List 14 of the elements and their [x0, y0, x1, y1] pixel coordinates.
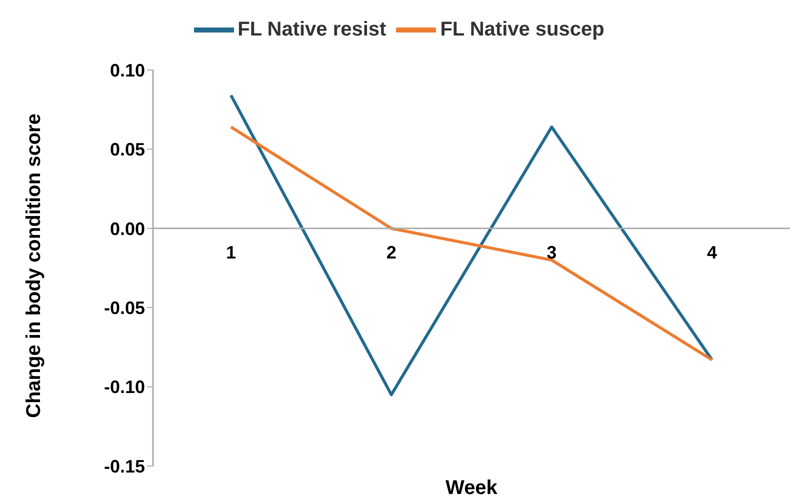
y-tick-label: 0.10	[110, 60, 145, 80]
y-axis-title: Change in body condition score	[23, 114, 46, 418]
y-tick-label: 0.05	[110, 140, 145, 160]
x-tick-label: 3	[546, 242, 557, 262]
x-axis-title: Week	[446, 477, 498, 496]
y-tick-label: 0.00	[110, 218, 145, 239]
y-tick-label: -0.05	[104, 298, 145, 318]
x-tick-label: 1	[226, 242, 236, 262]
y-tick-label: -0.15	[104, 456, 145, 476]
legend-label: FL Native suscep	[440, 18, 604, 40]
legend-label: FL Native resist	[238, 18, 386, 40]
x-tick-label: 4	[706, 242, 718, 262]
x-tick-label: 2	[386, 242, 396, 262]
y-tick-label: -0.10	[104, 377, 145, 398]
